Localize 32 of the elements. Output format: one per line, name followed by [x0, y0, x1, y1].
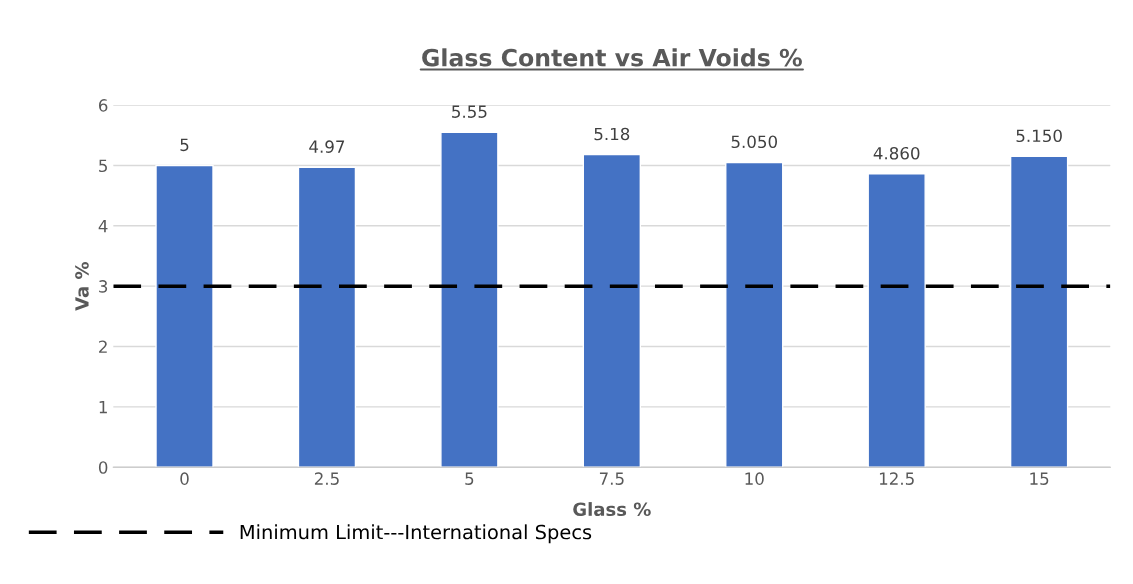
y-tick-label: 5 [99, 159, 107, 173]
bar [1009, 155, 1069, 468]
bar [582, 153, 642, 468]
y-tick-label: 1 [99, 401, 107, 414]
data-label: 5.150 [1016, 129, 1062, 143]
y-tick-label: 6 [99, 99, 108, 112]
x-tick-label: 15 [1030, 472, 1049, 485]
x-tick-label: 12.5 [879, 472, 914, 485]
y-tick-label: 3 [99, 280, 108, 293]
bar [440, 131, 499, 468]
y-tick-label: 0 [98, 461, 108, 474]
bar [725, 161, 784, 468]
data-label: 4.860 [873, 146, 920, 160]
x-tick-label: 10 [745, 472, 764, 485]
x-tick-label: 2.5 [314, 472, 339, 485]
bar [867, 173, 926, 468]
x-axis-title: Glass % [573, 502, 651, 517]
x-tick-label: 5 [465, 472, 474, 485]
y-tick-label: 4 [98, 219, 108, 233]
x-tick-label: 7.5 [599, 472, 624, 485]
x-tick-label: 0 [180, 472, 189, 485]
data-label: 5.55 [452, 105, 487, 118]
chart-title: Glass Content vs Air Voids % [422, 48, 802, 67]
bar [155, 164, 214, 468]
ref-line-label: Minimum Limit---International Specs [240, 524, 592, 544]
data-label: 5.18 [594, 127, 630, 141]
y-axis-title: Va % [75, 261, 89, 311]
y-tick-label: 2 [99, 340, 107, 353]
data-label: 5 [180, 138, 189, 152]
data-label: 4.97 [309, 140, 345, 153]
bar [297, 166, 357, 468]
data-label: 5.050 [731, 135, 777, 149]
